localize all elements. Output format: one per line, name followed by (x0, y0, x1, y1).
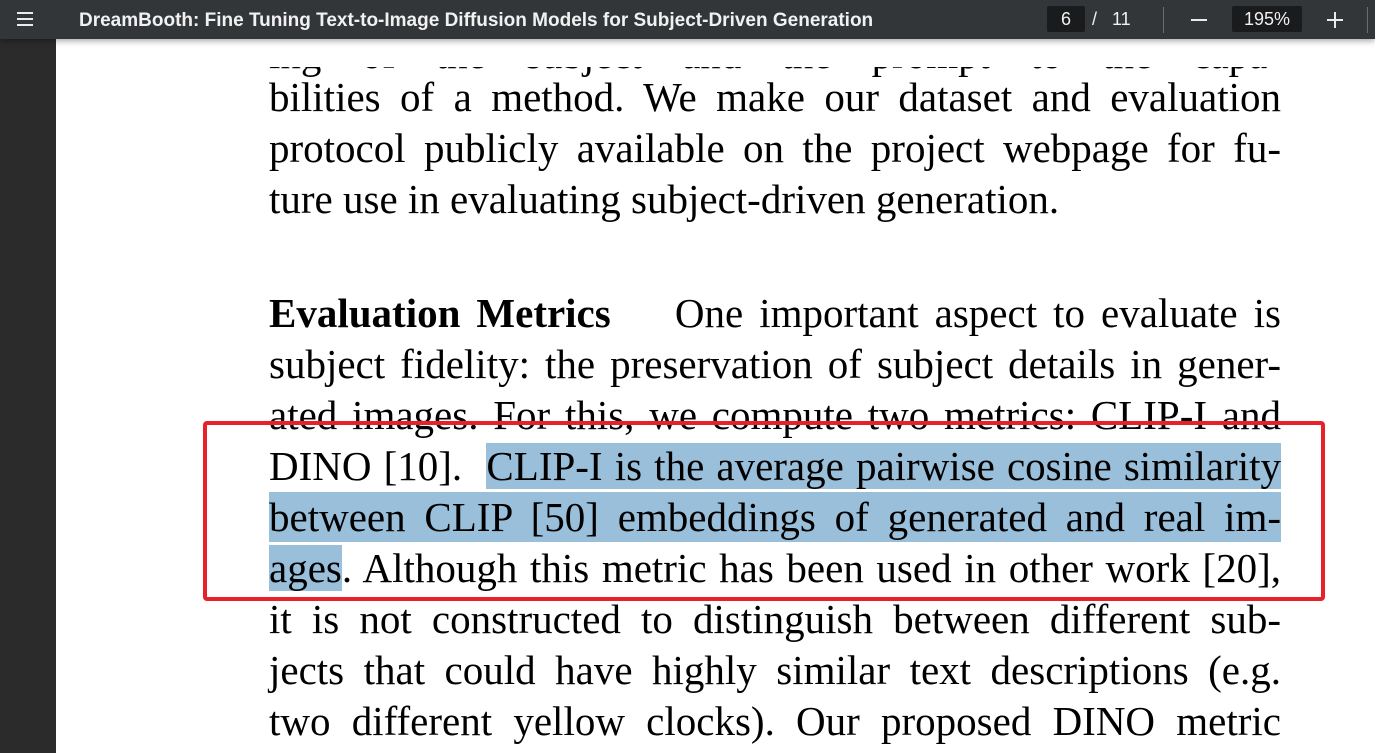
text-line: ages. Although this metric has been used… (269, 543, 1281, 593)
page-total: 11 (1112, 9, 1131, 29)
text-line: ture use in evaluating subject-driven ge… (269, 176, 1060, 222)
paragraph-text: . Although this metric has been used in … (341, 545, 1281, 591)
text-line: subject fidelity: the preservation of su… (269, 341, 1281, 387)
text-line: protocol publicly available on the proje… (269, 125, 1281, 171)
zoom-level-input[interactable]: 195% (1232, 6, 1302, 32)
selected-text[interactable]: between CLIP [50] embeddings of generate… (269, 492, 1281, 542)
selected-text[interactable]: CLIP-I is the average pairwise cosine si… (486, 443, 1281, 489)
text-line: DINO [10]. CLIP-I is the average pairwis… (269, 441, 1281, 491)
pdf-page: ing of the subject and the prompt to the… (56, 39, 1375, 753)
text-line: two different yellow clocks). Our propos… (269, 698, 1281, 744)
zoom-out-button[interactable] (1186, 5, 1212, 33)
minus-icon (1191, 19, 1207, 21)
document-title: DreamBooth: Fine Tuning Text-to-Image Di… (79, 10, 874, 31)
toolbar-divider (1163, 7, 1164, 33)
pdf-toolbar: DreamBooth: Fine Tuning Text-to-Image Di… (0, 0, 1375, 39)
selected-text[interactable]: ages (269, 545, 342, 591)
text-line: bilities of a method. We make our datase… (269, 74, 1281, 120)
paragraph-text: DINO [10]. (269, 443, 463, 489)
text-line: jects that could have highly similar tex… (269, 647, 1281, 693)
text-line: ing of the subject and the prompt to the… (269, 39, 1281, 77)
page-separator: / (1092, 9, 1098, 29)
text-line: it is not constructed to distinguish bet… (269, 596, 1281, 642)
section-heading: Evaluation Metrics (269, 290, 611, 336)
left-sidebar-strip (0, 39, 56, 753)
menu-icon[interactable] (8, 4, 42, 34)
text-line: Evaluation Metrics One important aspect … (269, 288, 1281, 338)
toolbar-divider (1367, 7, 1368, 33)
paragraph-text: One important aspect to evaluate is (674, 290, 1281, 336)
zoom-in-button[interactable] (1322, 5, 1348, 33)
text-line: ated images. For this, we compute two me… (269, 392, 1281, 438)
page-number-input[interactable]: 6 (1047, 6, 1085, 32)
